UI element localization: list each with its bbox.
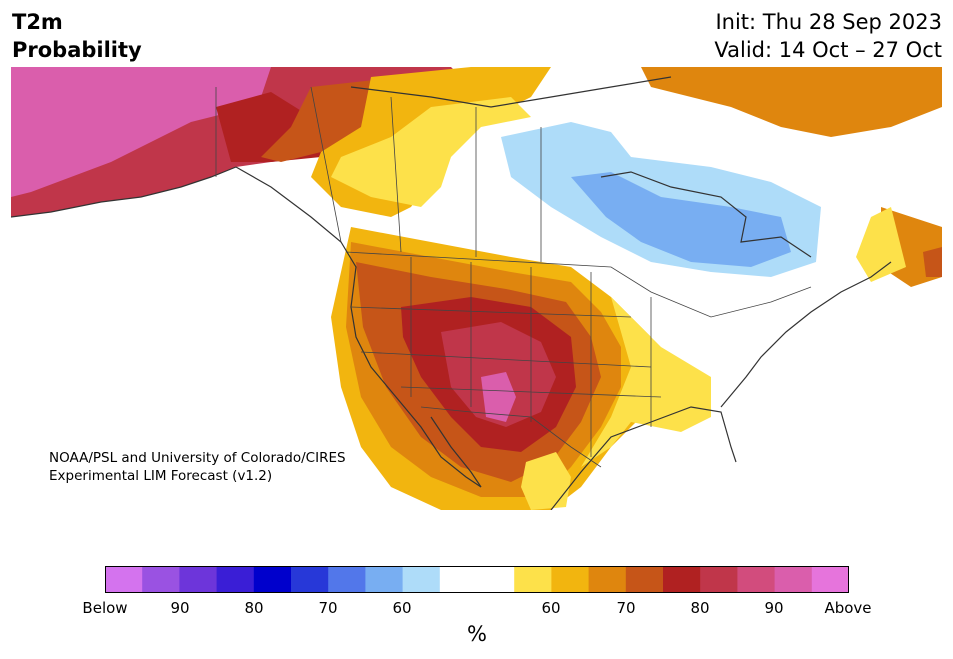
alaska-coast xyxy=(11,166,237,218)
region-alaska-above-90 xyxy=(11,67,271,197)
colorbar-border xyxy=(105,566,849,593)
region-southwest-above-90 xyxy=(481,372,516,422)
colorbar-tick-label: 60 xyxy=(541,599,561,617)
colorbar-swatch xyxy=(588,566,627,593)
region-labrador-above-33 xyxy=(856,207,906,282)
colorbar-swatch xyxy=(216,566,255,593)
region-canada-above-33 xyxy=(331,97,531,207)
colorbar-swatch xyxy=(737,566,776,593)
init-date: Init: Thu 28 Sep 2023 xyxy=(715,10,942,34)
political-borders xyxy=(215,86,812,468)
colorbar-swatches xyxy=(105,566,849,593)
colorbar xyxy=(105,566,849,593)
hudson-bay-coast xyxy=(600,171,812,258)
gulf-coast xyxy=(550,406,737,510)
colorbar-swatch xyxy=(700,566,738,593)
valid-dates: Valid: 14 Oct – 27 Oct xyxy=(714,38,942,62)
east-coast xyxy=(720,261,892,408)
colorbar-swatch xyxy=(477,566,515,593)
colorbar-swatch xyxy=(253,566,292,593)
colorbar-tick-label: 80 xyxy=(244,599,264,617)
province-lines xyxy=(310,86,542,262)
colorbar-swatch xyxy=(105,566,143,593)
colorbar-tick-label: 60 xyxy=(392,599,412,617)
title-line-2: Probability xyxy=(12,38,142,62)
forecast-map xyxy=(11,67,942,510)
colorbar-swatch xyxy=(774,566,813,593)
state-lines xyxy=(350,257,662,457)
colorbar-tick-label: 70 xyxy=(616,599,636,617)
colorbar-swatch xyxy=(551,566,590,593)
colorbar-swatch xyxy=(811,566,849,593)
colorbar-tick-label: Above xyxy=(824,599,872,617)
colorbar-swatch xyxy=(402,566,441,593)
map-svg xyxy=(11,67,942,510)
us-canada-border xyxy=(345,251,812,318)
coastlines xyxy=(11,76,892,510)
colorbar-tick-label: 80 xyxy=(690,599,710,617)
credit-line-2: Experimental LIM Forecast (v1.2) xyxy=(49,468,273,484)
colorbar-swatch xyxy=(625,566,664,593)
west-coast xyxy=(235,166,482,488)
colorbar-swatch xyxy=(663,566,701,593)
colorbar-tick-label: Below xyxy=(82,599,128,617)
colorbar-tick-label: 90 xyxy=(170,599,190,617)
region-ontario-below-40 xyxy=(571,172,791,267)
colorbar-unit: % xyxy=(467,622,487,646)
region-gulf-above-33 xyxy=(581,297,711,467)
colorbar-tick-label: 70 xyxy=(318,599,338,617)
region-mexico-above-33 xyxy=(521,452,571,510)
colorbar-swatch xyxy=(328,566,366,593)
colorbar-swatch xyxy=(514,566,552,593)
colorbar-swatch xyxy=(439,566,478,593)
region-arctic-above-50 xyxy=(641,67,942,137)
colorbar-swatch xyxy=(179,566,218,593)
region-newfoundland-above-60 xyxy=(923,247,942,277)
title-line-1: T2m xyxy=(12,10,63,34)
colorbar-swatch xyxy=(291,566,329,593)
colorbar-swatch xyxy=(365,566,404,593)
colorbar-swatch xyxy=(142,566,180,593)
baja-coast xyxy=(430,416,482,488)
data-credit: NOAA/PSL and University of Colorado/CIRE… xyxy=(49,449,346,485)
forecast-dates: Init: Thu 28 Sep 2023 Valid: 14 Oct – 27… xyxy=(714,8,942,64)
chart-title: T2m Probability xyxy=(12,8,142,64)
arctic-coast xyxy=(350,76,672,108)
credit-line-1: NOAA/PSL and University of Colorado/CIRE… xyxy=(49,450,346,466)
colorbar-tick-label: 90 xyxy=(764,599,784,617)
